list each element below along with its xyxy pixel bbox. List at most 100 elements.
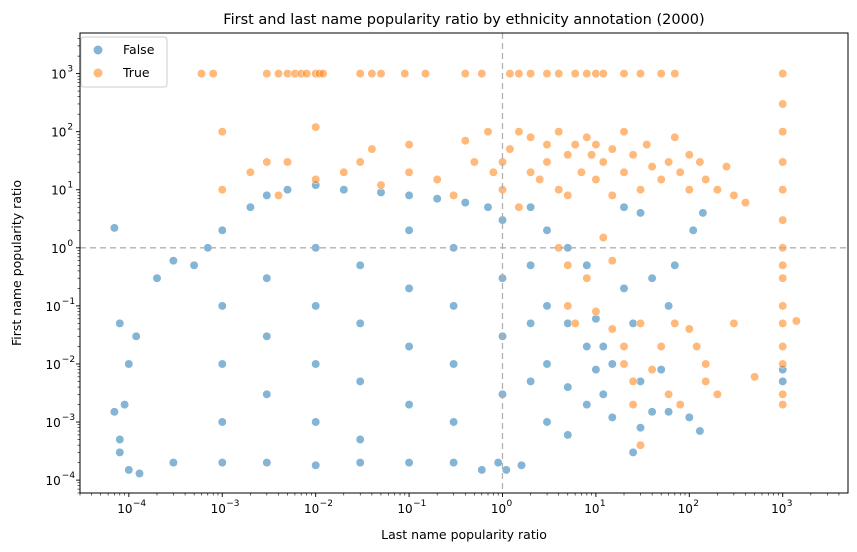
true-point <box>582 132 592 142</box>
true-point <box>664 157 674 167</box>
false-point <box>120 400 130 410</box>
true-point <box>570 318 580 328</box>
x-tick-exponent: −3 <box>226 499 239 509</box>
true-point <box>656 69 666 79</box>
false-point <box>628 447 638 457</box>
y-tick-exponent: −4 <box>62 471 76 481</box>
true-point <box>791 316 801 326</box>
false-point <box>311 301 321 311</box>
false-point <box>189 260 199 270</box>
false-point <box>542 417 552 427</box>
true-point <box>245 167 255 177</box>
true-point <box>729 318 739 328</box>
true-point <box>477 69 487 79</box>
true-point <box>701 359 711 369</box>
false-point <box>582 260 592 270</box>
true-point <box>607 324 617 334</box>
y-tick-label: 10 <box>51 68 66 82</box>
false-point <box>404 190 414 200</box>
true-point <box>526 132 536 142</box>
false-point <box>355 435 365 444</box>
false-point <box>124 465 134 475</box>
x-tick-exponent: −1 <box>413 499 426 509</box>
true-point <box>460 136 470 146</box>
false-point <box>619 202 629 212</box>
false-point <box>688 225 698 235</box>
true-point <box>636 69 645 79</box>
true-point <box>607 144 617 154</box>
false-point <box>245 202 255 212</box>
false-point <box>477 465 487 475</box>
true-point <box>526 167 536 177</box>
true-point <box>628 150 638 160</box>
true-point <box>208 69 218 79</box>
false-point <box>311 359 321 369</box>
x-tick-label: 10 <box>304 502 319 516</box>
true-point <box>636 440 645 450</box>
true-point <box>505 69 515 79</box>
true-point <box>404 167 414 177</box>
true-point <box>526 69 536 79</box>
false-point <box>526 202 536 212</box>
false-point <box>582 342 592 351</box>
true-point <box>542 69 552 79</box>
true-point <box>355 69 365 79</box>
x-tick-exponent: 3 <box>787 499 793 509</box>
x-tick-exponent: 1 <box>600 499 606 509</box>
false-point <box>636 208 645 218</box>
true-point <box>778 185 788 195</box>
y-tick-exponent: 3 <box>67 65 73 75</box>
true-point <box>628 400 638 410</box>
true-point <box>514 127 524 137</box>
false-point <box>404 283 414 293</box>
legend: False True <box>80 36 168 88</box>
false-point <box>404 342 414 351</box>
true-point <box>741 198 750 208</box>
x-tick-label: 10 <box>584 502 599 516</box>
true-point <box>701 376 711 386</box>
true-point <box>778 157 788 167</box>
x-tick-label: 10 <box>397 502 412 516</box>
true-point <box>514 202 524 212</box>
true-point <box>636 318 645 328</box>
false-point <box>311 460 321 470</box>
false-point <box>217 359 227 369</box>
true-point <box>607 190 617 200</box>
y-tick-exponent: −1 <box>62 297 75 307</box>
false-point <box>217 417 227 427</box>
true-point <box>591 140 601 150</box>
true-point <box>778 69 788 79</box>
false-point <box>664 407 674 417</box>
true-point <box>656 342 666 351</box>
y-tick-label: 10 <box>46 300 61 314</box>
true-point <box>778 342 788 351</box>
true-point <box>628 376 638 386</box>
true-point <box>778 301 788 311</box>
true-point <box>636 185 645 195</box>
false-point <box>647 407 657 417</box>
true-point <box>283 69 292 79</box>
true-point <box>570 140 580 150</box>
true-point <box>778 400 788 410</box>
false-point <box>591 365 601 375</box>
true-point <box>647 365 657 375</box>
y-tick-label: 10 <box>46 474 61 488</box>
true-point <box>432 175 442 184</box>
true-series-points <box>197 69 801 450</box>
true-point <box>469 157 479 167</box>
false-point <box>695 426 705 436</box>
true-point <box>778 260 788 270</box>
true-point <box>355 157 365 167</box>
true-point <box>570 69 580 79</box>
true-point <box>712 389 722 399</box>
true-point <box>488 167 498 177</box>
false-point <box>339 185 349 195</box>
true-point <box>598 233 608 243</box>
true-point <box>563 301 573 311</box>
x-tick-exponent: −2 <box>320 499 333 509</box>
true-point <box>514 69 524 79</box>
true-point <box>318 69 328 79</box>
true-point <box>778 359 788 369</box>
true-point <box>262 157 272 167</box>
